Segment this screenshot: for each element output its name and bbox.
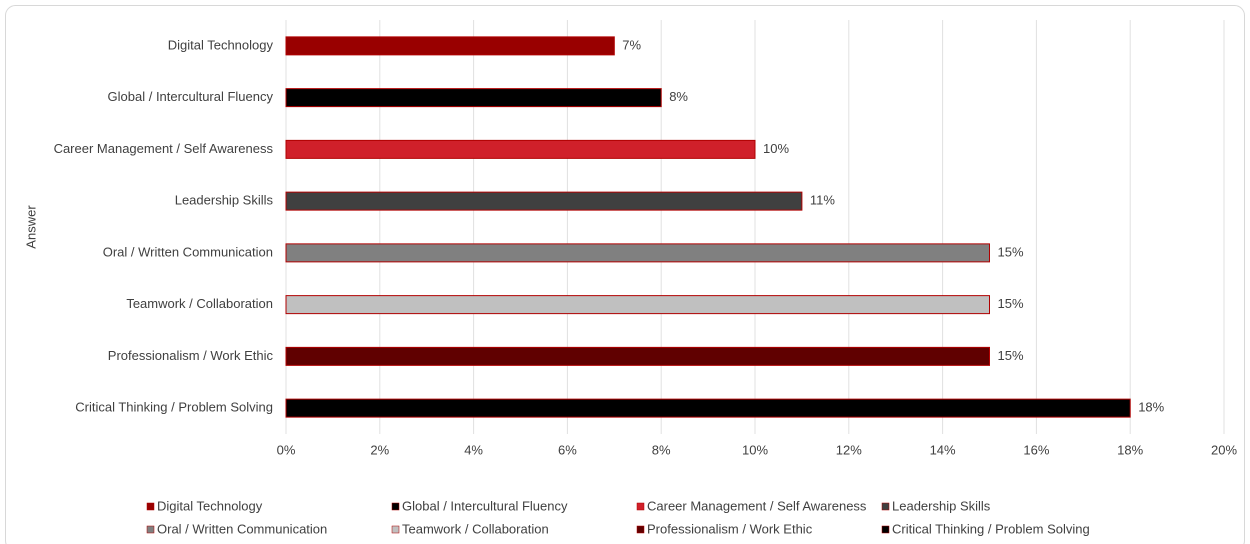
data-label: 10% — [763, 141, 789, 156]
legend-label: Global / Intercultural Fluency — [402, 498, 568, 513]
legend-label: Critical Thinking / Problem Solving — [892, 521, 1090, 536]
legend-swatch — [146, 502, 155, 511]
bar — [285, 346, 990, 366]
data-label: 18% — [1138, 400, 1164, 415]
legend-swatch — [636, 502, 645, 511]
x-tick-label: 16% — [1023, 442, 1049, 457]
bar — [285, 398, 1131, 418]
data-label: 11% — [810, 193, 835, 208]
bar — [285, 191, 803, 211]
y-tick-label: Global / Intercultural Fluency — [108, 89, 274, 104]
x-tick-label: 14% — [930, 442, 956, 457]
frame — [5, 5, 1245, 544]
legend-swatch — [881, 525, 890, 534]
legend-swatch — [391, 525, 400, 534]
y-tick-label: Career Management / Self Awareness — [54, 141, 274, 156]
x-tick-label: 6% — [558, 442, 577, 457]
bar — [285, 243, 990, 263]
legend-label: Leadership Skills — [892, 498, 991, 513]
legend-swatch — [146, 525, 155, 534]
y-tick-label: Teamwork / Collaboration — [126, 296, 273, 311]
legend-label: Professionalism / Work Ethic — [647, 521, 813, 536]
x-tick-label: 12% — [836, 442, 862, 457]
legend-swatch — [881, 502, 890, 511]
x-tick-label: 8% — [652, 442, 671, 457]
legend-swatch — [391, 502, 400, 511]
bar — [285, 36, 615, 56]
y-tick-label: Oral / Written Communication — [103, 244, 273, 259]
data-label: 7% — [622, 37, 641, 52]
y-tick-label: Professionalism / Work Ethic — [108, 348, 274, 363]
x-tick-label: 0% — [277, 442, 296, 457]
y-tick-label: Digital Technology — [168, 37, 274, 52]
y-tick-label: Leadership Skills — [175, 193, 274, 208]
data-label: 8% — [669, 89, 688, 104]
data-label: 15% — [998, 296, 1024, 311]
legend-label: Career Management / Self Awareness — [647, 498, 867, 513]
bar — [285, 139, 756, 159]
x-tick-label: 10% — [742, 442, 768, 457]
data-label: 15% — [998, 348, 1024, 363]
legend-label: Teamwork / Collaboration — [402, 521, 549, 536]
x-tick-label: 18% — [1117, 442, 1143, 457]
legend-label: Digital Technology — [157, 498, 263, 513]
y-axis-label: Answer — [23, 205, 38, 249]
data-label: 15% — [998, 244, 1024, 259]
x-tick-label: 20% — [1211, 442, 1237, 457]
x-tick-label: 4% — [464, 442, 483, 457]
x-tick-label: 2% — [370, 442, 389, 457]
y-tick-label: Critical Thinking / Problem Solving — [75, 400, 273, 415]
legend-label: Oral / Written Communication — [157, 521, 327, 536]
legend-swatch — [636, 525, 645, 534]
bar — [285, 88, 662, 108]
bar — [285, 295, 990, 315]
